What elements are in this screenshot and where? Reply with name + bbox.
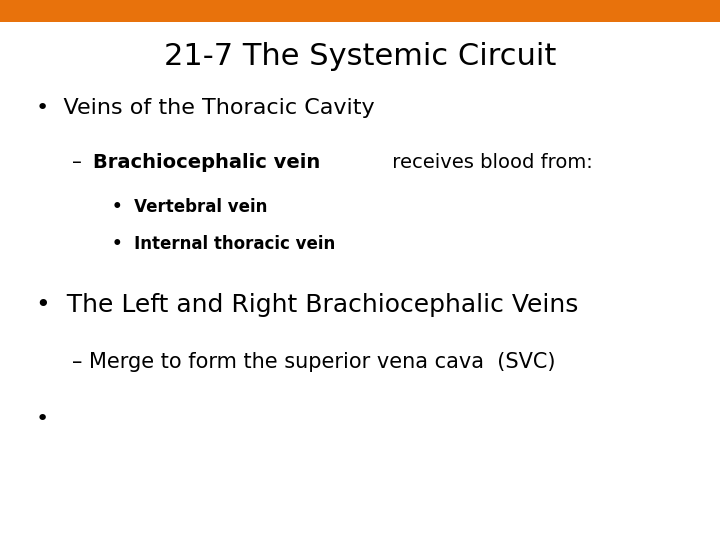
- Text: •  Internal thoracic vein: • Internal thoracic vein: [112, 235, 335, 253]
- Text: receives blood from:: receives blood from:: [386, 152, 593, 172]
- Text: –: –: [72, 152, 88, 172]
- Text: – Merge to form the superior vena cava  (SVC): – Merge to form the superior vena cava (…: [72, 352, 556, 372]
- Text: Brachiocephalic vein: Brachiocephalic vein: [93, 152, 320, 172]
- Text: •  Veins of the Thoracic Cavity: • Veins of the Thoracic Cavity: [36, 98, 374, 118]
- Text: •  The Left and Right Brachiocephalic Veins: • The Left and Right Brachiocephalic Vei…: [36, 293, 578, 317]
- Text: •  Vertebral vein: • Vertebral vein: [112, 198, 267, 216]
- Text: 21-7 The Systemic Circuit: 21-7 The Systemic Circuit: [164, 42, 556, 71]
- Text: •: •: [36, 408, 49, 429]
